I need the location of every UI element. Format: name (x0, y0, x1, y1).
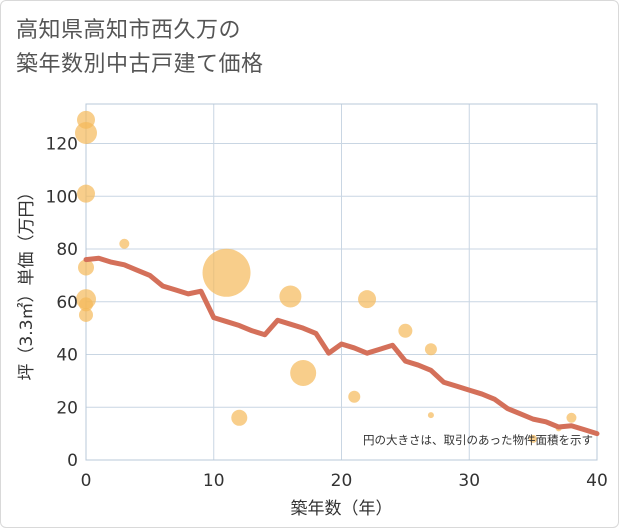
x-tick-label: 30 (458, 471, 480, 491)
y-tick-label: 60 (56, 293, 78, 313)
data-bubble (529, 434, 538, 443)
plot-area (85, 103, 598, 461)
bubble-series (75, 110, 577, 443)
x-tick-label: 20 (331, 471, 353, 491)
chart-title-line-2: 築年数別中古戸建て価格 (16, 52, 264, 77)
data-bubble (348, 390, 361, 403)
x-tick-label: 40 (586, 471, 608, 491)
data-bubble (427, 412, 434, 419)
y-tick-label: 0 (67, 451, 78, 471)
data-bubble (566, 412, 577, 423)
data-bubble (290, 359, 317, 386)
data-bubble (79, 297, 93, 312)
chart-title: 高知県高知市西久万の 築年数別中古戸建て価格 (16, 14, 264, 82)
x-tick-label: 0 (81, 471, 92, 491)
y-tick-label: 80 (56, 240, 78, 260)
average-price-line (83, 255, 600, 437)
trend-line-group (83, 255, 600, 437)
data-bubble (279, 285, 302, 308)
data-bubble (77, 184, 95, 203)
y-tick-label: 100 (46, 187, 78, 207)
x-axis-label: 築年数（年） (291, 499, 393, 519)
data-bubble (424, 343, 437, 356)
data-bubble (231, 409, 248, 426)
data-bubble (202, 248, 251, 297)
y-tick-label: 20 (56, 398, 78, 418)
chart-title-line-1: 高知県高知市西久万の (16, 18, 242, 43)
gridlines (85, 104, 598, 461)
axis-ticks: 0 10 20 30 40 0 20 40 60 80 100 120 (46, 135, 608, 491)
y-axis-label: 坪（3.3㎡）単価（万円） (17, 183, 37, 380)
data-bubble (75, 122, 97, 145)
data-bubble (79, 307, 93, 322)
bubble-size-note: 円の大きさは、取引のあった物件面積を示す (363, 433, 593, 447)
y-tick-label: 40 (56, 346, 78, 366)
data-bubble (358, 290, 377, 309)
y-tick-label: 120 (46, 135, 78, 155)
x-tick-label: 10 (203, 471, 225, 491)
data-bubble (119, 238, 130, 249)
data-bubble (78, 259, 94, 276)
data-bubble (398, 323, 413, 338)
